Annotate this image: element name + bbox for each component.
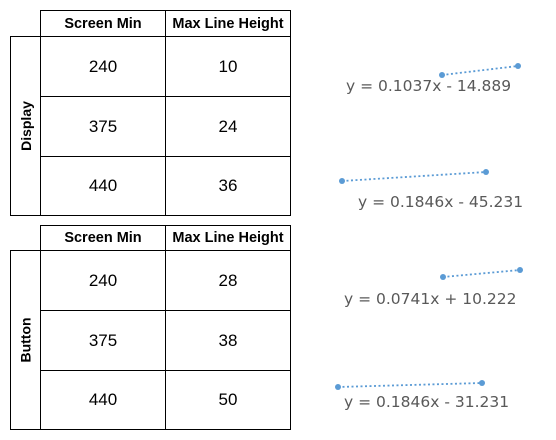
row-group-label-display: Display: [10, 36, 41, 216]
table-cell: 50: [165, 370, 291, 430]
trendline-point: [515, 63, 521, 69]
table-cell: 440: [40, 370, 166, 430]
trendline-equation: y = 0.1037x - 14.889: [346, 77, 512, 95]
trendline-display-1: [439, 63, 521, 78]
trendline-point: [335, 384, 341, 390]
trendline-point: [440, 274, 446, 280]
trendline-point: [479, 380, 485, 386]
table-cell: 36: [165, 156, 291, 216]
header-screen-min: Screen Min: [40, 10, 166, 37]
table-cell: 28: [165, 250, 291, 311]
trendline-button-1: [440, 267, 523, 280]
trendline-point: [483, 169, 489, 175]
header-max-line-height: Max Line Height: [165, 225, 291, 251]
row-group-label-button: Button: [10, 250, 41, 430]
table-cell: 24: [165, 96, 291, 157]
trendline-equation: y = 0.1846x - 45.231: [358, 193, 524, 211]
trendline-point: [339, 178, 345, 184]
trendline-button-2: [335, 380, 485, 390]
trendline-point: [439, 72, 445, 78]
table-cell: 440: [40, 156, 166, 216]
trendline-equation: y = 0.1846x - 31.231: [344, 393, 510, 411]
trendline-equation: y = 0.0741x + 10.222: [344, 290, 517, 308]
table-cell: 375: [40, 96, 166, 157]
trendline-display-2: [339, 169, 489, 184]
trendline-point: [517, 267, 523, 273]
